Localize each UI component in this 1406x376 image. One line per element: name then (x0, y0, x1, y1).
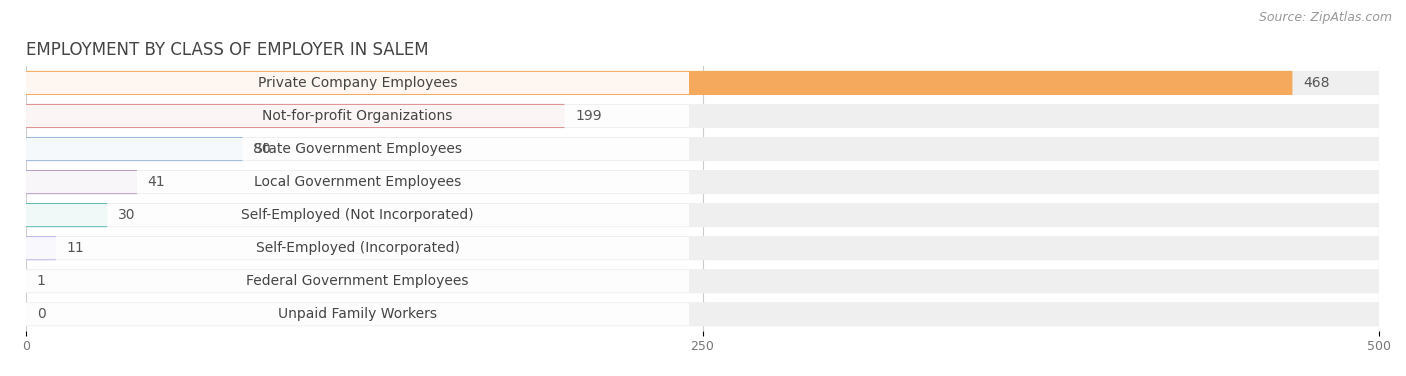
Text: Not-for-profit Organizations: Not-for-profit Organizations (263, 109, 453, 123)
Text: 0: 0 (37, 307, 45, 321)
FancyBboxPatch shape (27, 302, 1379, 326)
Text: 80: 80 (253, 142, 271, 156)
Text: Private Company Employees: Private Company Employees (257, 76, 457, 90)
Text: 1: 1 (37, 274, 46, 288)
FancyBboxPatch shape (27, 303, 689, 325)
FancyBboxPatch shape (27, 236, 1379, 260)
FancyBboxPatch shape (27, 269, 1379, 293)
Text: Federal Government Employees: Federal Government Employees (246, 274, 468, 288)
FancyBboxPatch shape (27, 204, 689, 226)
FancyBboxPatch shape (27, 203, 107, 227)
FancyBboxPatch shape (27, 138, 689, 160)
FancyBboxPatch shape (27, 270, 689, 292)
Text: 199: 199 (575, 109, 602, 123)
Text: Self-Employed (Incorporated): Self-Employed (Incorporated) (256, 241, 460, 255)
Text: 11: 11 (66, 241, 84, 255)
Text: 468: 468 (1303, 76, 1330, 90)
FancyBboxPatch shape (27, 203, 1379, 227)
FancyBboxPatch shape (27, 71, 1379, 95)
Text: EMPLOYMENT BY CLASS OF EMPLOYER IN SALEM: EMPLOYMENT BY CLASS OF EMPLOYER IN SALEM (27, 41, 429, 59)
FancyBboxPatch shape (27, 137, 242, 161)
Text: 30: 30 (118, 208, 135, 222)
FancyBboxPatch shape (27, 236, 56, 260)
FancyBboxPatch shape (27, 104, 1379, 128)
FancyBboxPatch shape (27, 105, 689, 127)
Text: State Government Employees: State Government Employees (253, 142, 461, 156)
FancyBboxPatch shape (27, 170, 136, 194)
Text: Source: ZipAtlas.com: Source: ZipAtlas.com (1258, 11, 1392, 24)
Text: Local Government Employees: Local Government Employees (254, 175, 461, 189)
Text: Self-Employed (Not Incorporated): Self-Employed (Not Incorporated) (242, 208, 474, 222)
FancyBboxPatch shape (27, 72, 689, 94)
Text: Unpaid Family Workers: Unpaid Family Workers (278, 307, 437, 321)
FancyBboxPatch shape (27, 171, 689, 193)
Text: 41: 41 (148, 175, 166, 189)
FancyBboxPatch shape (27, 137, 1379, 161)
FancyBboxPatch shape (27, 104, 565, 128)
FancyBboxPatch shape (27, 71, 1292, 95)
FancyBboxPatch shape (27, 237, 689, 259)
FancyBboxPatch shape (27, 170, 1379, 194)
